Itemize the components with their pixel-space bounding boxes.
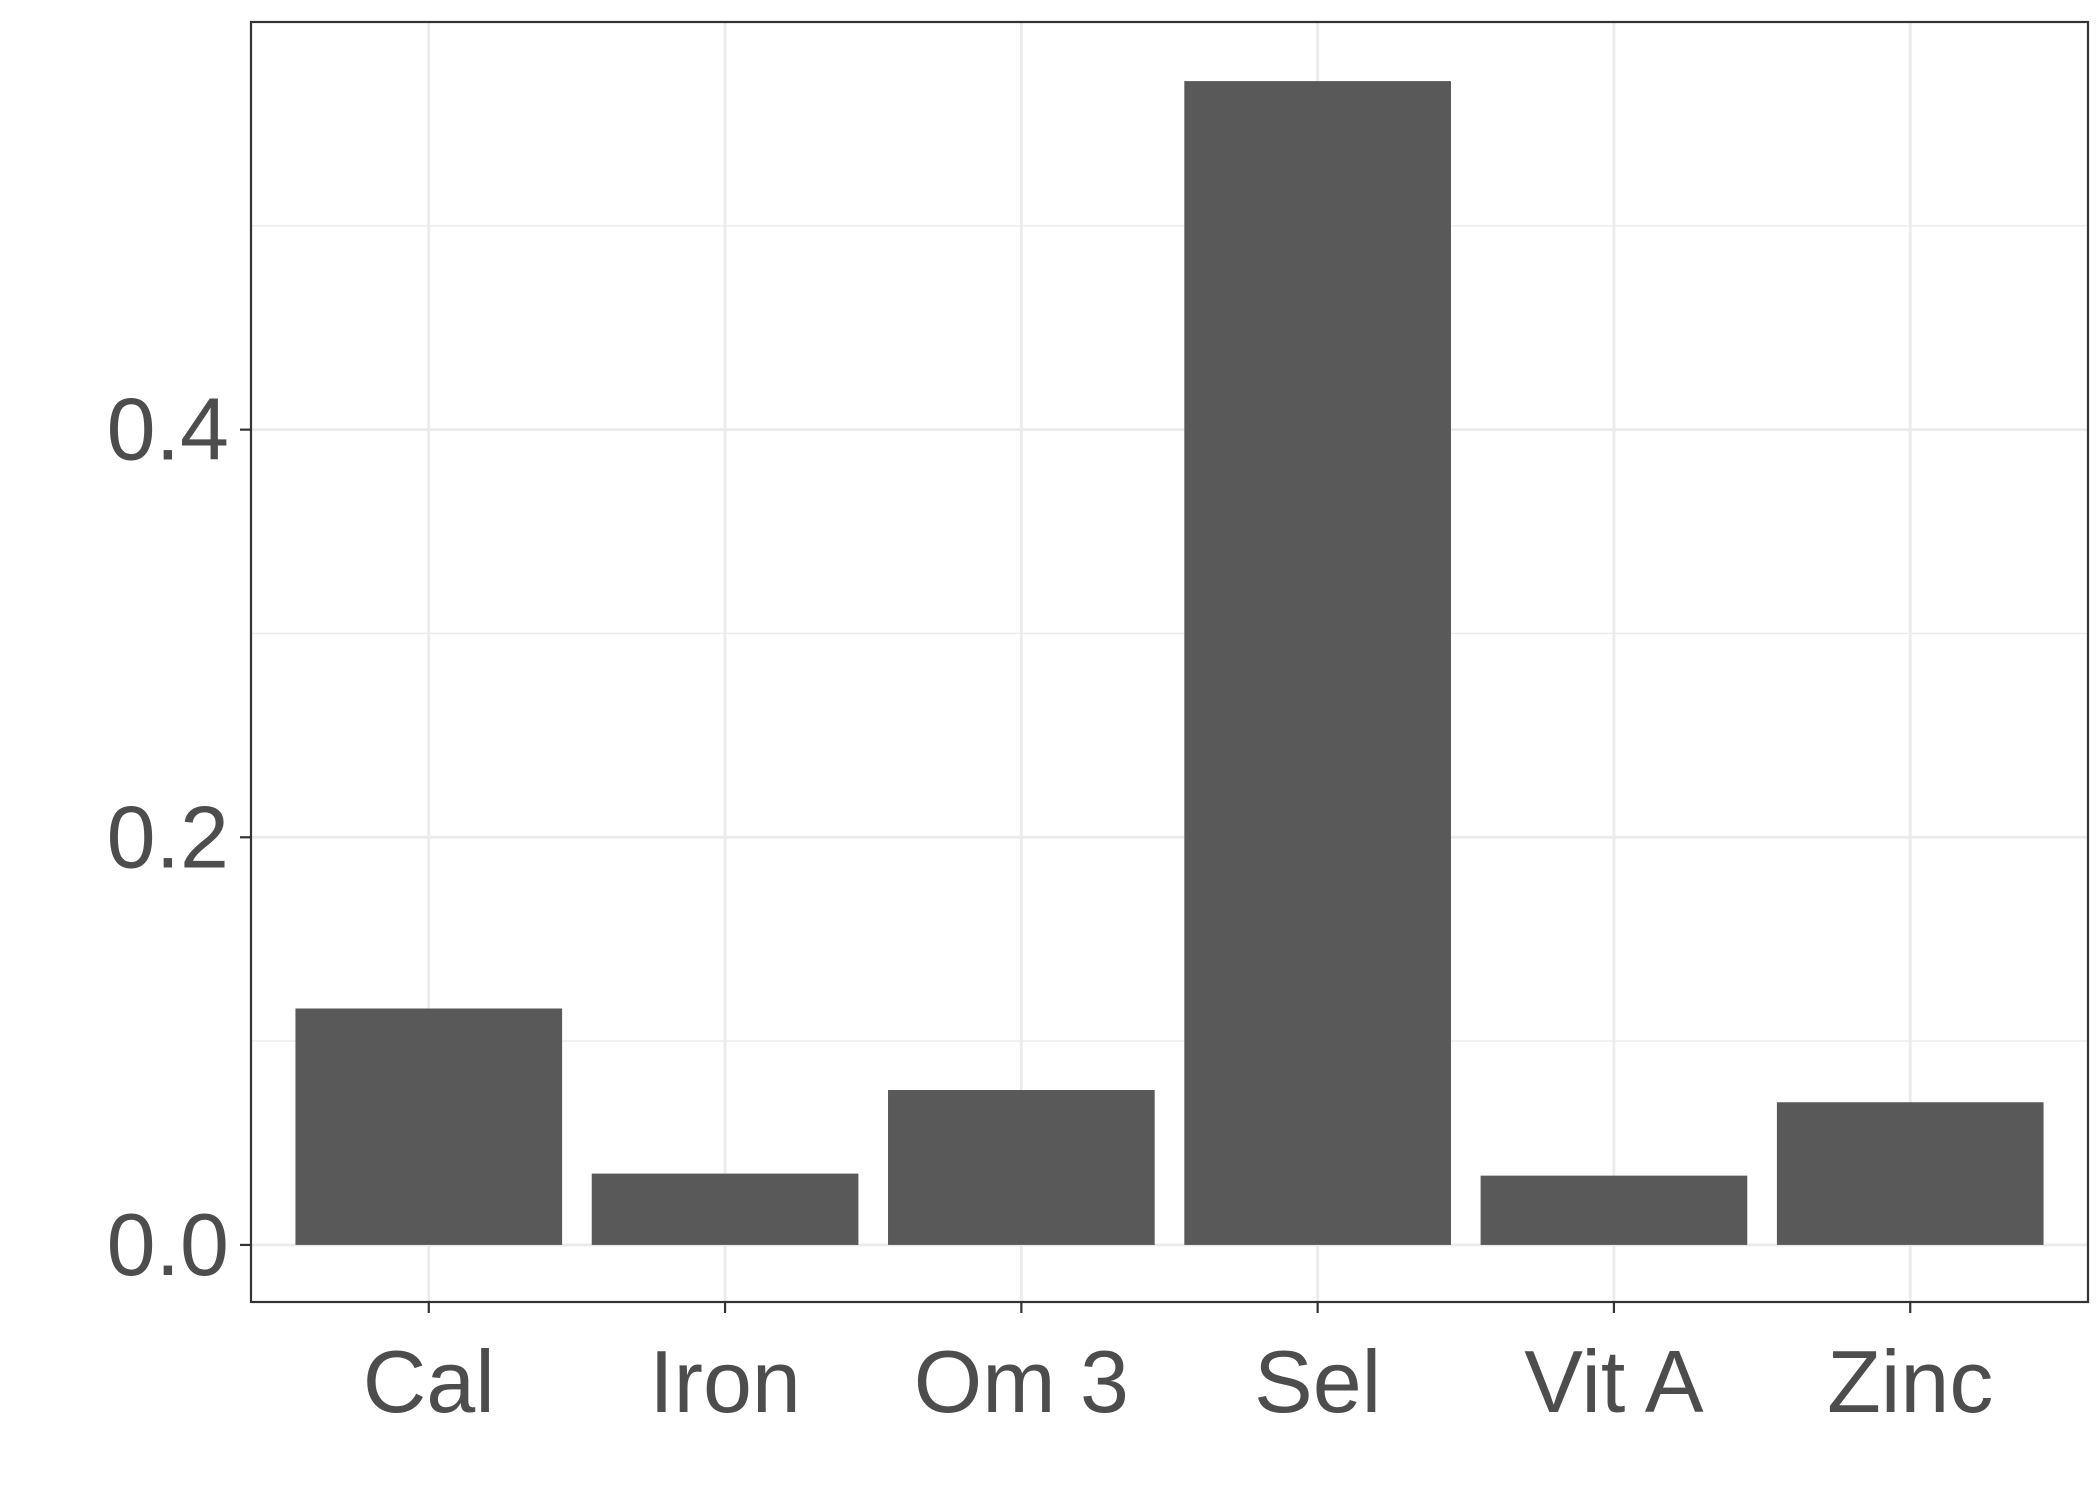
x-tick-label: Cal [363, 1332, 495, 1431]
bars-group [295, 81, 2044, 1245]
x-tick-label: Om 3 [914, 1332, 1129, 1431]
y-tick-label: 0.4 [107, 380, 229, 479]
x-tick-label: Sel [1254, 1332, 1381, 1431]
x-axis: Cal Iron Om 3 Sel Vit A Zinc [363, 1302, 1993, 1431]
bar-sel [1184, 81, 1451, 1245]
bar-iron [591, 1173, 859, 1245]
x-tick-label: Iron [649, 1332, 801, 1431]
y-axis: 0.0 0.2 0.4 [107, 380, 251, 1294]
bar-cal [295, 1008, 563, 1245]
y-tick-label: 0.2 [107, 787, 229, 886]
y-tick-label: 0.0 [107, 1195, 229, 1294]
bar-zinc [1776, 1102, 2044, 1245]
bar-om-3 [888, 1090, 1155, 1245]
x-tick-label: Vit A [1524, 1332, 1704, 1431]
panel-border [249, 20, 2090, 1304]
bar-vit-a [1480, 1175, 1748, 1245]
x-tick-label: Zinc [1827, 1332, 1993, 1431]
